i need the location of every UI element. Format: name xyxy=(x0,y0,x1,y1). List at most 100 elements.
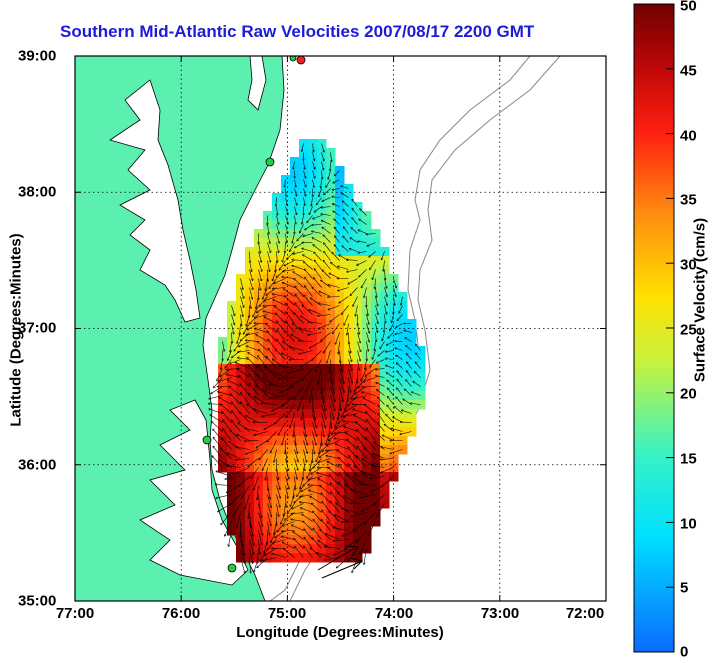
velocity-cell xyxy=(245,481,255,491)
velocity-cell xyxy=(416,382,426,392)
station-marker xyxy=(297,56,305,64)
velocity-cell xyxy=(263,535,273,545)
velocity-cell xyxy=(218,436,228,446)
velocity-cell xyxy=(317,526,327,536)
velocity-cell xyxy=(380,247,390,257)
velocity-cell xyxy=(290,544,300,554)
velocity-cell xyxy=(299,490,309,500)
velocity-cell xyxy=(344,418,354,428)
velocity-cell xyxy=(371,400,381,410)
velocity-cell xyxy=(362,418,372,428)
velocity-cell xyxy=(245,409,255,419)
velocity-cell xyxy=(317,337,327,347)
velocity-cell xyxy=(308,544,318,554)
velocity-cell xyxy=(362,490,372,500)
velocity-cell xyxy=(317,202,327,212)
velocity-cell xyxy=(407,328,417,338)
velocity-cell xyxy=(380,445,390,455)
velocity-cell xyxy=(353,499,363,509)
velocity-cell xyxy=(227,472,237,482)
velocity-cell xyxy=(317,283,327,293)
velocity-cell xyxy=(335,247,345,257)
velocity-cell xyxy=(308,373,318,383)
velocity-cell xyxy=(254,319,264,329)
velocity-cell xyxy=(344,454,354,464)
velocity-cell xyxy=(290,310,300,320)
velocity-cell xyxy=(263,355,273,365)
velocity-cell xyxy=(290,517,300,527)
velocity-cell xyxy=(281,508,291,518)
velocity-cell xyxy=(245,337,255,347)
velocity-cell xyxy=(407,400,417,410)
velocity-cell xyxy=(380,481,390,491)
velocity-cell xyxy=(254,409,264,419)
velocity-cell xyxy=(227,373,237,383)
velocity-cell xyxy=(380,391,390,401)
velocity-cell xyxy=(344,229,354,239)
velocity-cell xyxy=(254,355,264,365)
velocity-cell xyxy=(335,283,345,293)
velocity-cell xyxy=(335,526,345,536)
velocity-cell xyxy=(416,400,426,410)
x-axis-label: Longitude (Degrees:Minutes) xyxy=(236,624,444,641)
velocity-cell xyxy=(290,319,300,329)
velocity-cell xyxy=(380,427,390,437)
velocity-cell xyxy=(272,382,282,392)
velocity-cell xyxy=(299,364,309,374)
velocity-cell xyxy=(236,391,246,401)
chart-title: Southern Mid-Atlantic Raw Velocities 200… xyxy=(60,22,534,42)
velocity-cell xyxy=(236,382,246,392)
velocity-cell xyxy=(317,310,327,320)
velocity-cell xyxy=(236,454,246,464)
velocity-cell xyxy=(290,553,300,563)
velocity-cell xyxy=(416,355,426,365)
velocity-cell xyxy=(371,238,381,248)
velocity-cell xyxy=(236,418,246,428)
x-tick-label: 72:00 xyxy=(566,605,604,622)
velocity-cell xyxy=(416,391,426,401)
velocity-cell xyxy=(398,391,408,401)
velocity-cell xyxy=(398,445,408,455)
velocity-cell xyxy=(353,454,363,464)
velocity-cell xyxy=(335,274,345,284)
velocity-cell xyxy=(227,517,237,527)
velocity-cell xyxy=(245,490,255,500)
velocity-cell xyxy=(380,490,390,500)
velocity-cell xyxy=(362,535,372,545)
velocity-cell xyxy=(308,256,318,266)
velocity-cell xyxy=(299,292,309,302)
velocity-cell xyxy=(308,508,318,518)
velocity-cell xyxy=(308,535,318,545)
velocity-cell xyxy=(371,265,381,275)
velocity-cell xyxy=(281,274,291,284)
velocity-cell xyxy=(362,274,372,284)
velocity-cell xyxy=(290,283,300,293)
velocity-cell xyxy=(263,409,273,419)
velocity-cell xyxy=(263,400,273,410)
velocity-cell xyxy=(227,346,237,356)
velocity-cell xyxy=(398,328,408,338)
velocity-cell xyxy=(245,445,255,455)
velocity-cell xyxy=(344,409,354,419)
velocity-cell xyxy=(281,400,291,410)
velocity-cell xyxy=(371,481,381,491)
velocity-cell xyxy=(272,400,282,410)
velocity-cell xyxy=(317,499,327,509)
velocity-cell xyxy=(344,391,354,401)
velocity-cell xyxy=(317,193,327,203)
velocity-cell xyxy=(326,544,336,554)
velocity-cell xyxy=(263,328,273,338)
velocity-cell xyxy=(353,265,363,275)
velocity-cell xyxy=(254,346,264,356)
velocity-cell xyxy=(344,265,354,275)
velocity-cell xyxy=(335,238,345,248)
velocity-cell xyxy=(308,337,318,347)
velocity-cell xyxy=(290,409,300,419)
velocity-cell xyxy=(317,247,327,257)
colorbar-tick: 40 xyxy=(680,128,697,145)
velocity-cell xyxy=(281,310,291,320)
velocity-cell xyxy=(353,436,363,446)
velocity-cell xyxy=(236,445,246,455)
colorbar-tick: 25 xyxy=(680,322,697,339)
